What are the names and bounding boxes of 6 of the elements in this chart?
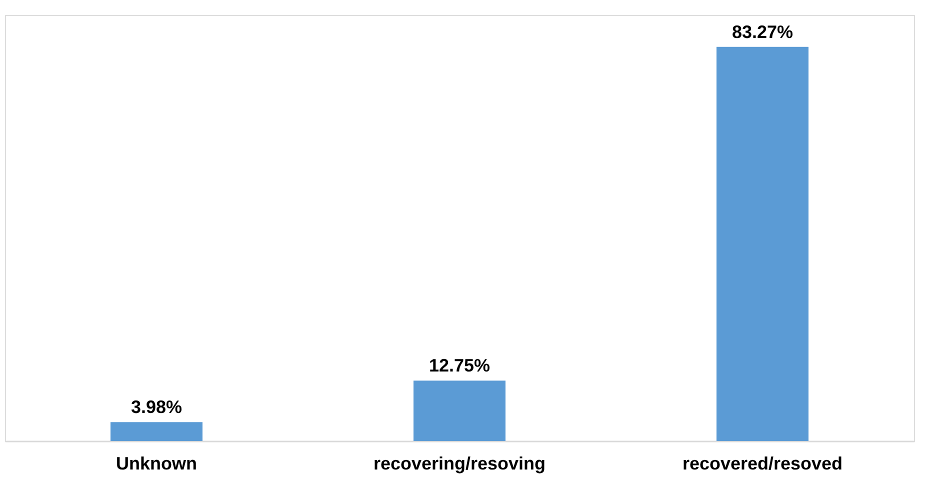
data-label: 3.98% xyxy=(130,397,182,418)
x-tick-label: recovering/resoving xyxy=(373,454,546,474)
x-tick-label: recovered/resoved xyxy=(682,454,843,474)
data-label: 83.27% xyxy=(732,22,794,42)
x-tick-label: Unknown xyxy=(116,454,197,474)
data-label: 12.75% xyxy=(428,356,490,376)
